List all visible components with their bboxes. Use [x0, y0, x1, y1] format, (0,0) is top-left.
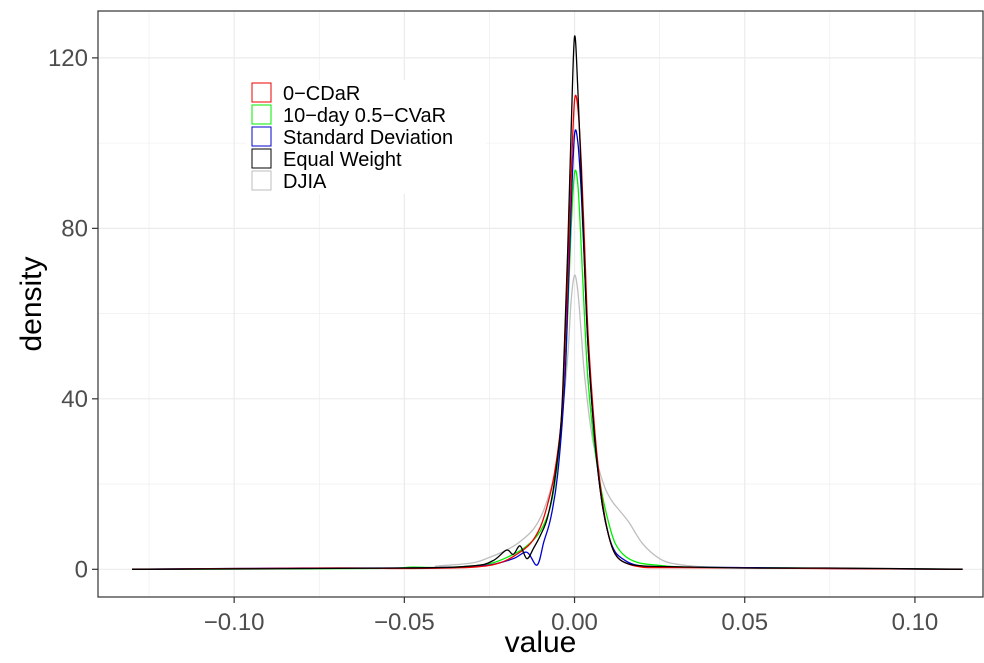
grid-layer	[98, 11, 983, 597]
y-tick-label: 0	[75, 556, 88, 583]
ticks-layer: −0.10 −0.05 0.00 0.05 0.10 0 40 80 120	[48, 45, 938, 636]
x-tick-label: 0.05	[721, 609, 768, 636]
series-line-0-cdar	[132, 94, 963, 570]
y-tick-label: 40	[61, 386, 88, 413]
legend-item: Standard Deviation	[251, 126, 453, 149]
series-line-equal-weight	[132, 35, 963, 570]
legend-key	[251, 126, 272, 147]
plot-panel-border	[97, 10, 984, 598]
x-tick-label: 0.00	[551, 609, 598, 636]
legend-item: DJIA	[251, 170, 327, 193]
legend-label: Equal Weight	[283, 149, 402, 171]
x-tick-label: −0.05	[374, 609, 435, 636]
legend-key	[251, 148, 272, 169]
y-axis-title: density	[15, 256, 48, 351]
legend-key	[251, 170, 272, 191]
legend-label: DJIA	[283, 171, 327, 193]
x-tick-label: 0.10	[892, 609, 939, 636]
legend-item: Equal Weight	[251, 148, 402, 171]
legend-label: Standard Deviation	[283, 127, 453, 149]
x-axis-title: value	[505, 626, 577, 658]
y-tick-label: 80	[61, 215, 88, 242]
legend-item: 10−day 0.5−CVaR	[251, 104, 446, 127]
legend-item: 0−CDaR	[251, 82, 360, 105]
series-line-10-day-0-5-cvar	[132, 169, 963, 570]
y-tick-label: 120	[48, 45, 88, 72]
legend-key	[251, 82, 272, 103]
legend-label: 10−day 0.5−CVaR	[283, 105, 446, 127]
legend-key	[251, 104, 272, 125]
x-tick-label: −0.10	[204, 609, 265, 636]
series-layer	[132, 35, 963, 570]
series-line-djia	[132, 274, 963, 570]
legend-background	[246, 80, 486, 194]
legend-label: 0−CDaR	[283, 83, 360, 105]
